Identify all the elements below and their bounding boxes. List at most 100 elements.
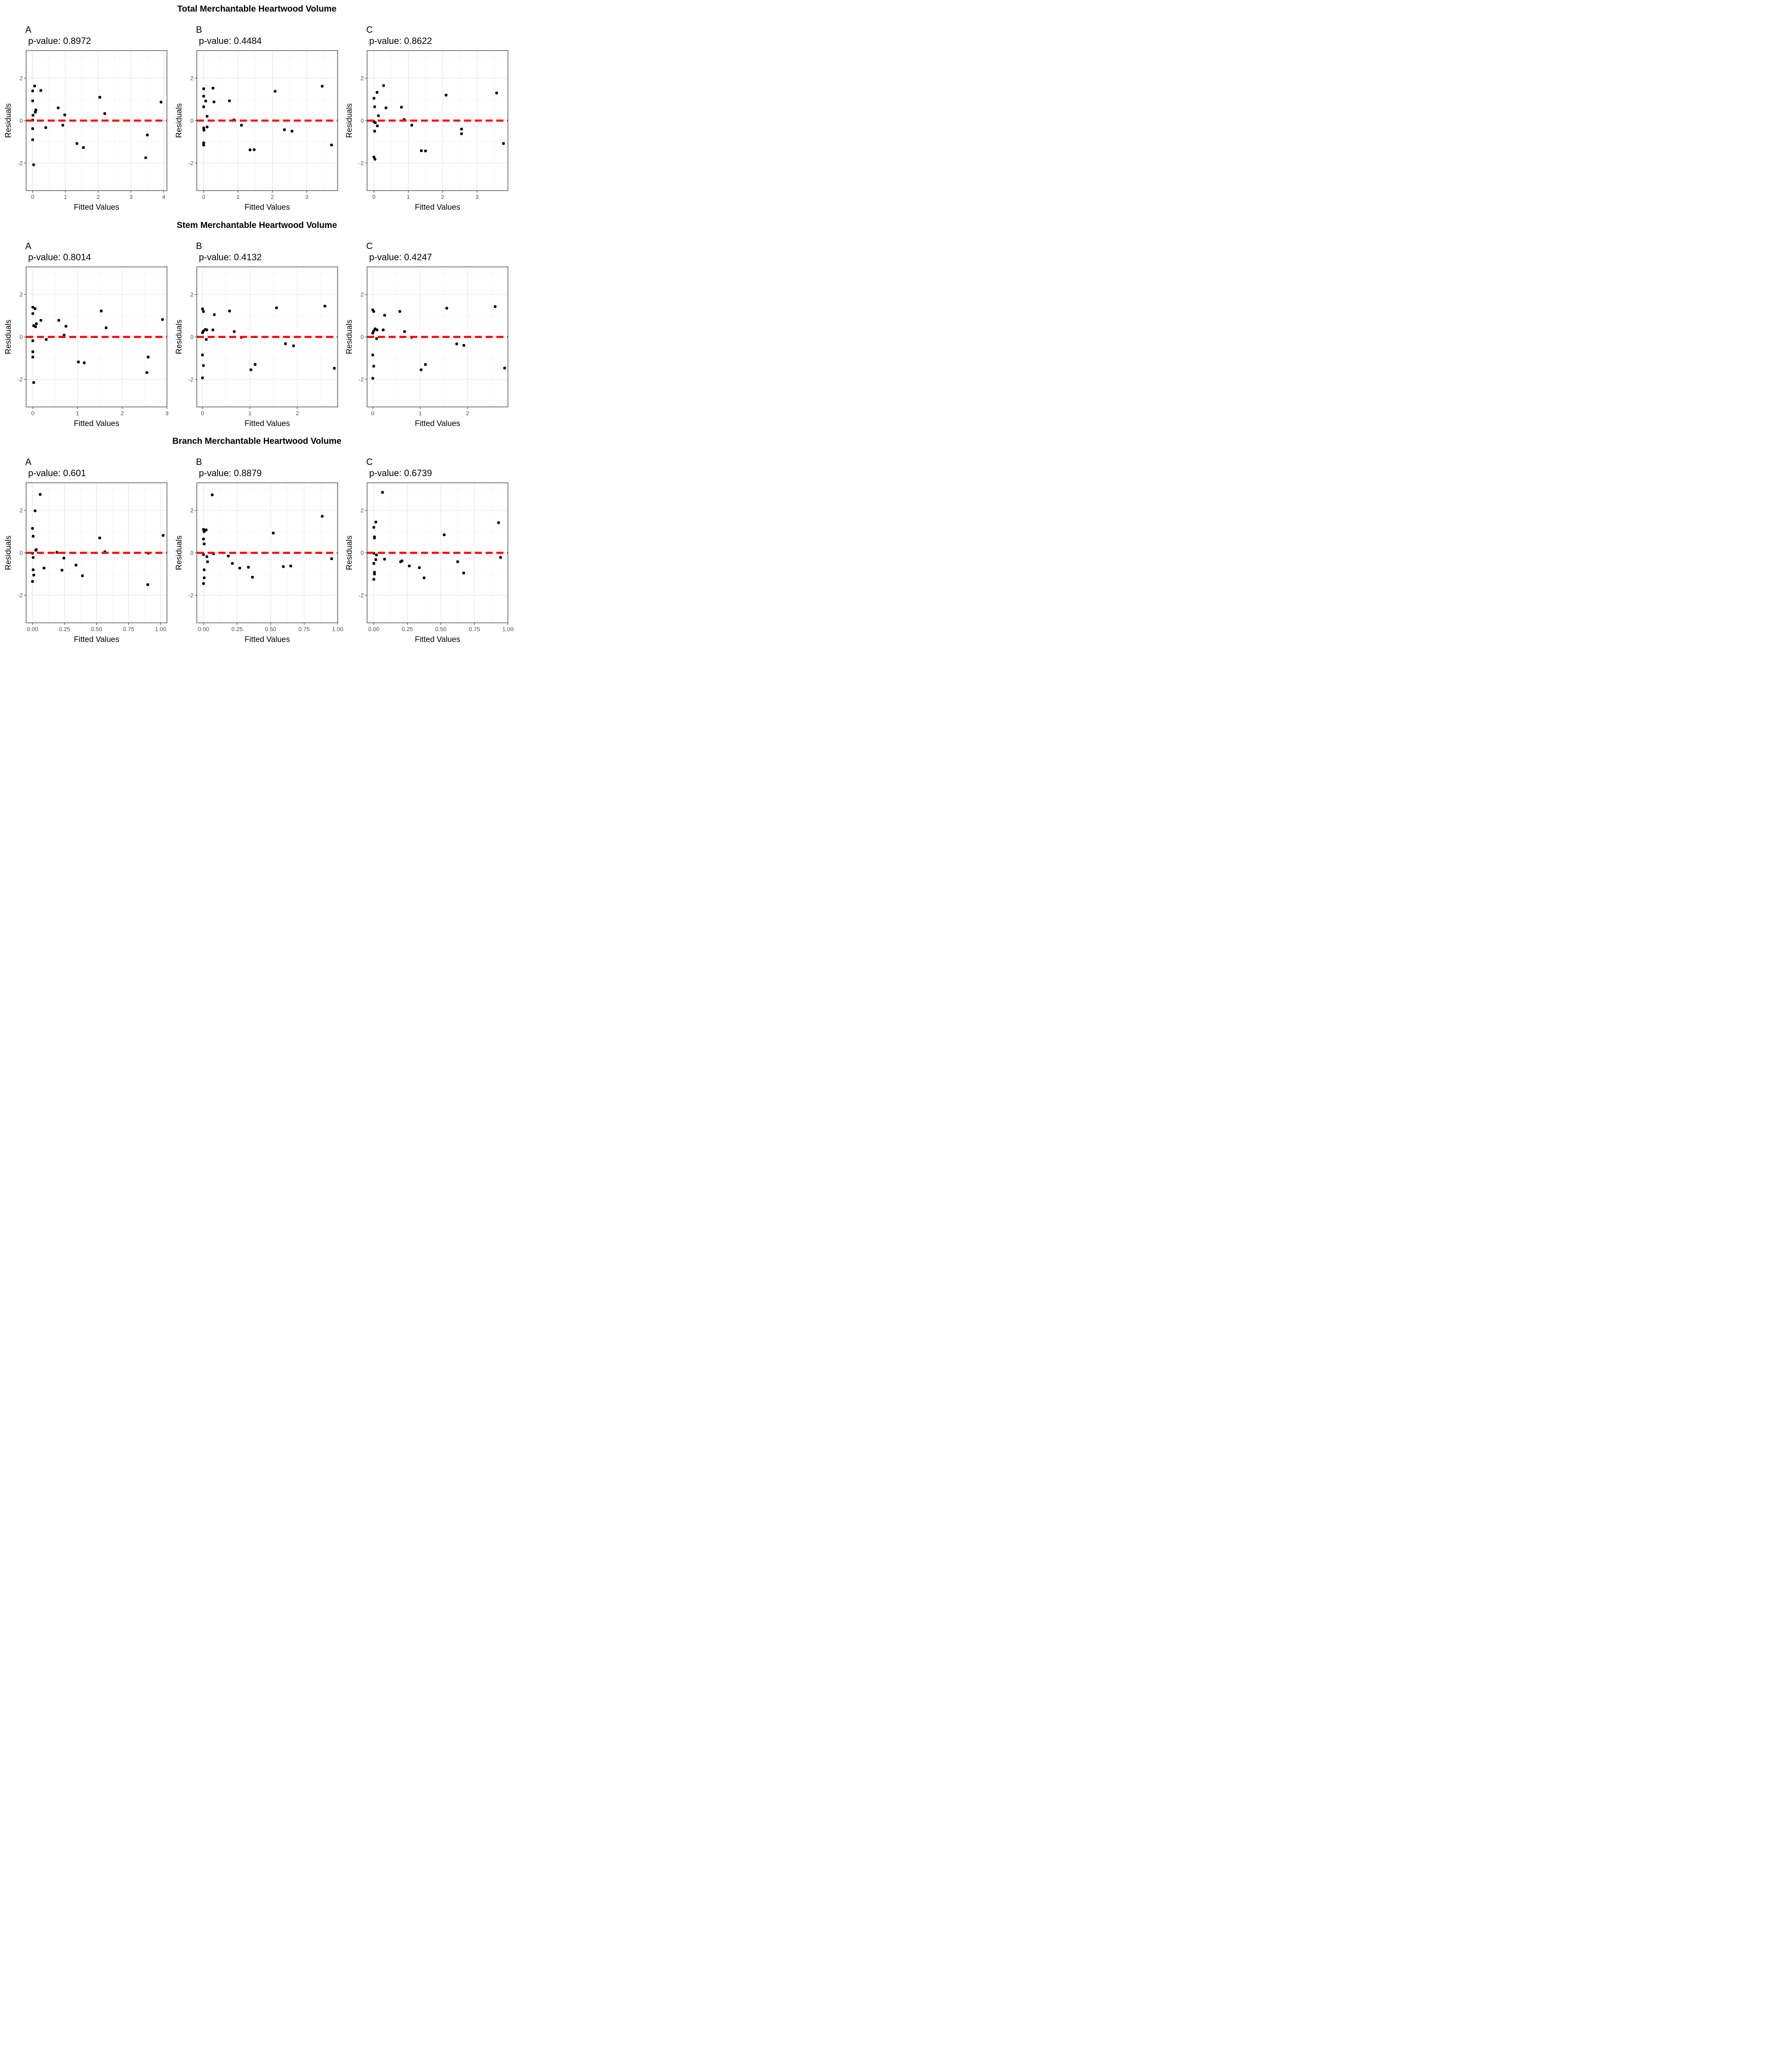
data-point xyxy=(82,146,85,149)
x-axis-label: Fitted Values xyxy=(244,635,290,644)
p-value-label: p-value: 0.8972 xyxy=(28,36,91,46)
data-point xyxy=(205,126,209,128)
data-point xyxy=(210,493,214,496)
y-axis-label: Residuals xyxy=(175,320,184,354)
y-axis-label: Residuals xyxy=(4,103,13,138)
data-point xyxy=(31,580,34,583)
x-tick-label: 1 xyxy=(407,194,410,200)
x-tick-label: 4 xyxy=(162,194,165,200)
p-value-label: p-value: 0.8622 xyxy=(369,36,432,46)
x-tick-label: 3 xyxy=(129,194,133,200)
data-point xyxy=(203,530,206,533)
x-axis-label: Fitted Values xyxy=(415,419,460,428)
data-point xyxy=(442,533,446,536)
data-point xyxy=(201,353,204,356)
p-value-label: p-value: 0.6739 xyxy=(369,468,432,478)
data-point xyxy=(39,89,42,92)
y-tick-label: 0 xyxy=(360,117,364,124)
data-point xyxy=(249,368,252,371)
data-point xyxy=(98,536,102,540)
data-point xyxy=(55,551,58,554)
data-point xyxy=(330,557,333,560)
data-point xyxy=(81,574,84,577)
data-point xyxy=(32,163,35,166)
data-point xyxy=(456,560,459,563)
data-point xyxy=(205,528,208,531)
data-point xyxy=(31,339,34,342)
panel-branch-b: Bp-value: 0.8879 0.00 0.25 0.50 0.75 1.00 -2 0 2… xyxy=(175,457,343,644)
data-point xyxy=(233,330,236,333)
data-point xyxy=(34,509,36,512)
data-point xyxy=(372,578,375,581)
panel-stem-b: Bp-value: 0.4132 0 1 2 -2 0 2 Fitted Values Resi… xyxy=(175,241,338,428)
data-point xyxy=(227,554,230,557)
data-point xyxy=(31,535,35,538)
data-point xyxy=(375,328,379,332)
y-tick-label: -2 xyxy=(359,376,364,382)
y-axis-label: Residuals xyxy=(4,535,13,570)
data-point xyxy=(213,313,216,316)
x-tick-label: 0.25 xyxy=(402,626,413,632)
data-point xyxy=(31,127,34,130)
data-point xyxy=(31,114,34,117)
panel-tag: B xyxy=(196,24,202,35)
data-point xyxy=(423,576,425,579)
data-point xyxy=(31,568,35,571)
y-tick-label: 2 xyxy=(19,507,23,514)
x-tick-label: 0.50 xyxy=(435,626,446,632)
data-point xyxy=(61,123,64,127)
panel-tag: C xyxy=(366,241,373,251)
y-tick-label: 2 xyxy=(190,75,193,82)
data-point xyxy=(33,85,36,87)
data-point xyxy=(400,106,403,109)
data-point xyxy=(202,126,205,130)
data-point xyxy=(104,326,108,329)
data-point xyxy=(202,143,205,147)
y-tick-label: 2 xyxy=(190,291,193,298)
p-value-label: p-value: 0.8879 xyxy=(199,468,262,478)
p-value-label: p-value: 0.4247 xyxy=(369,252,432,262)
data-point xyxy=(410,123,413,127)
y-tick-label: 2 xyxy=(360,507,364,514)
y-axis-label: Residuals xyxy=(175,103,184,138)
y-axis-label: Residuals xyxy=(345,535,354,570)
data-point xyxy=(146,583,149,586)
data-point xyxy=(77,361,80,363)
data-point xyxy=(160,101,163,104)
data-point xyxy=(497,521,500,524)
x-tick-label: 0 xyxy=(31,410,34,416)
data-point xyxy=(100,310,103,312)
y-tick-label: 0 xyxy=(19,549,23,556)
data-point xyxy=(375,91,379,94)
data-point xyxy=(57,319,60,322)
data-point xyxy=(34,325,37,328)
data-point xyxy=(372,562,375,565)
data-point xyxy=(64,325,68,328)
data-point xyxy=(372,365,375,368)
data-point xyxy=(382,84,385,87)
y-tick-label: 0 xyxy=(19,334,23,340)
data-point xyxy=(203,128,205,132)
panel-total-b: Bp-value: 0.4484 0 1 2 3 -2 0 2 Fitted Values Res… xyxy=(175,24,338,212)
data-point xyxy=(372,155,375,159)
y-tick-label: 2 xyxy=(19,75,23,82)
data-point xyxy=(202,141,205,145)
data-point xyxy=(275,306,278,310)
x-tick-label: 2 xyxy=(121,410,124,416)
data-point xyxy=(202,582,205,585)
x-tick-label: 1 xyxy=(237,194,240,200)
y-tick-label: 0 xyxy=(19,117,23,124)
data-point xyxy=(205,338,208,341)
y-tick-label: -2 xyxy=(189,160,194,166)
data-point xyxy=(462,344,465,347)
data-point xyxy=(247,566,250,569)
data-point xyxy=(31,350,34,353)
data-point xyxy=(323,305,326,308)
data-point xyxy=(213,100,215,104)
x-tick-label: 1.00 xyxy=(332,626,343,632)
x-tick-label: 1 xyxy=(418,410,422,416)
data-point xyxy=(144,156,147,159)
panel-branch-c: Cp-value: 0.6739 0.00 0.25 0.50 0.75 1.00 -2 0 2… xyxy=(345,457,514,644)
data-point xyxy=(455,342,458,346)
x-tick-label: 0.25 xyxy=(59,626,70,632)
